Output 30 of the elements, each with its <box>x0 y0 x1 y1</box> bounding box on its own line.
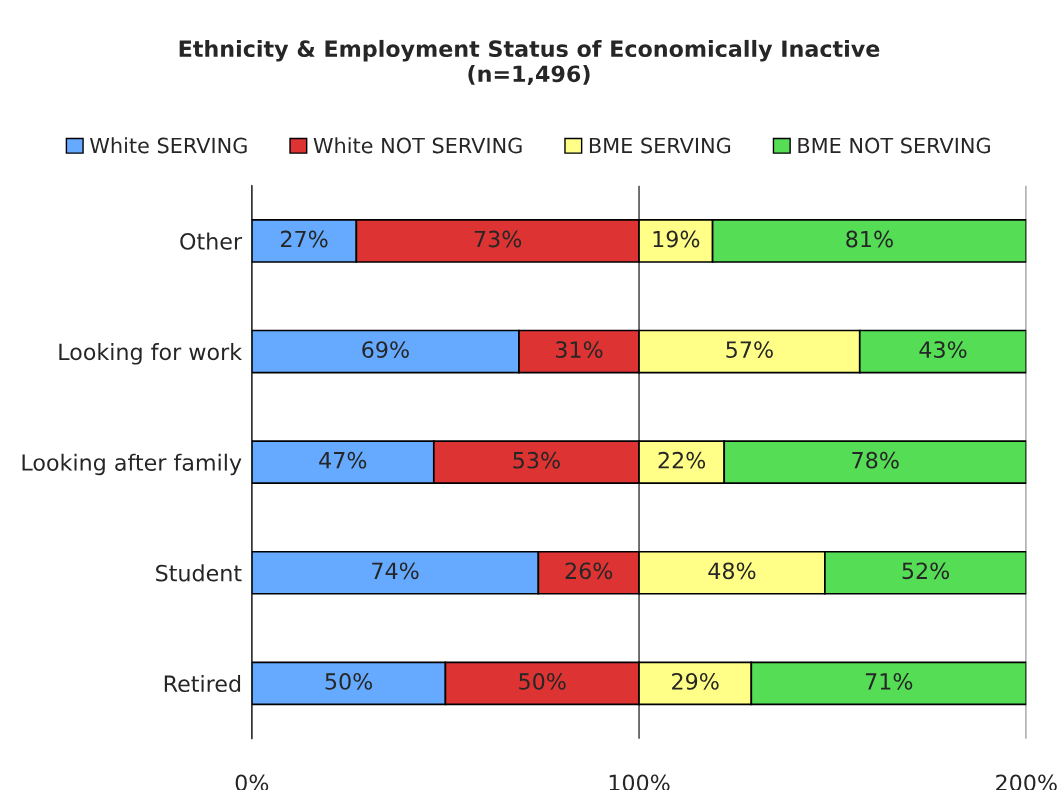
data-label: 29% <box>672 672 719 690</box>
data-label: 78% <box>852 451 899 469</box>
data-label: 43% <box>919 341 967 358</box>
data-label: 50% <box>325 672 373 690</box>
data-label: 19% <box>653 230 700 248</box>
data-label: 71% <box>865 672 913 690</box>
data-label: 47% <box>319 451 367 469</box>
data-label: 22% <box>658 451 706 469</box>
data-label: 73% <box>474 230 522 248</box>
y-tick-label: Student <box>156 564 242 582</box>
data-label: 53% <box>513 451 560 469</box>
y-tick-label: Looking for work <box>59 343 243 365</box>
data-label: 48% <box>708 562 756 580</box>
legend-label: BME NOT SERVING <box>798 137 990 154</box>
data-label: 27% <box>281 230 328 248</box>
data-label: 81% <box>846 230 893 248</box>
y-tick-label: Retired <box>164 674 241 693</box>
data-label: 57% <box>726 341 773 358</box>
data-label: 69% <box>362 341 409 358</box>
data-label: 74% <box>372 562 419 580</box>
chart-title: Ethnicity & Employment Status of Economically Inactive (n=1,496) <box>179 39 880 86</box>
y-tick-label: Other <box>180 232 243 250</box>
data-label: 50% <box>519 672 566 690</box>
data-label: 52% <box>902 562 950 580</box>
data-label: 26% <box>565 562 613 580</box>
y-tick-label: Looking after family <box>22 453 242 476</box>
legend-label: BME SERVING <box>589 137 731 154</box>
legend-label: White NOT SERVING <box>313 137 522 154</box>
data-label: 31% <box>556 341 603 358</box>
legend-label: White SERVING <box>90 137 247 154</box>
